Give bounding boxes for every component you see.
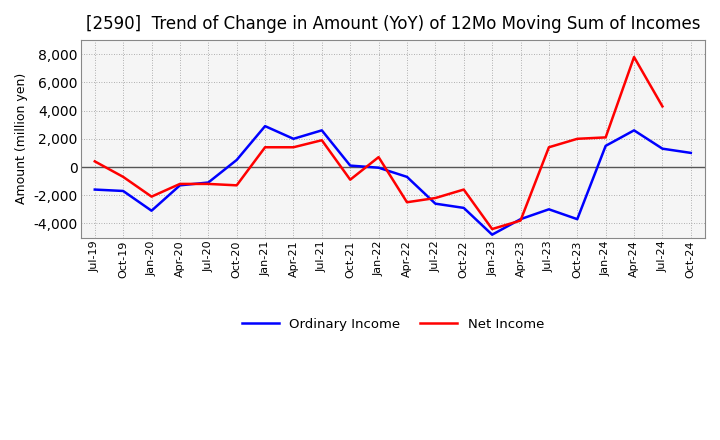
Net Income [346,177,354,182]
Net Income [573,136,582,141]
Ordinary Income [402,174,411,180]
Legend: Ordinary Income, Net Income: Ordinary Income, Net Income [236,312,549,336]
Net Income [459,187,468,192]
Net Income [318,138,326,143]
Ordinary Income [544,207,553,212]
Ordinary Income [176,183,184,188]
Ordinary Income [516,216,525,222]
Ordinary Income [233,158,241,163]
Line: Net Income: Net Income [95,57,662,229]
Net Income [204,181,212,187]
Y-axis label: Amount (million yen): Amount (million yen) [15,73,28,205]
Net Income [488,227,497,232]
Ordinary Income [318,128,326,133]
Net Income [233,183,241,188]
Net Income [630,55,639,60]
Net Income [289,145,298,150]
Ordinary Income [346,163,354,168]
Net Income [176,181,184,187]
Ordinary Income [573,216,582,222]
Ordinary Income [119,188,127,194]
Ordinary Income [431,201,440,206]
Ordinary Income [289,136,298,141]
Ordinary Income [601,143,610,148]
Net Income [601,135,610,140]
Net Income [261,145,269,150]
Ordinary Income [204,180,212,185]
Ordinary Income [374,165,383,170]
Net Income [402,200,411,205]
Ordinary Income [261,124,269,129]
Ordinary Income [658,146,667,151]
Net Income [516,218,525,223]
Ordinary Income [630,128,639,133]
Net Income [119,174,127,180]
Ordinary Income [459,205,468,210]
Net Income [374,154,383,160]
Ordinary Income [488,232,497,237]
Ordinary Income [91,187,99,192]
Ordinary Income [147,208,156,213]
Line: Ordinary Income: Ordinary Income [95,126,690,235]
Net Income [544,145,553,150]
Net Income [91,159,99,164]
Title: [2590]  Trend of Change in Amount (YoY) of 12Mo Moving Sum of Incomes: [2590] Trend of Change in Amount (YoY) o… [86,15,700,33]
Ordinary Income [686,150,695,156]
Net Income [658,104,667,109]
Net Income [431,195,440,201]
Net Income [147,194,156,199]
